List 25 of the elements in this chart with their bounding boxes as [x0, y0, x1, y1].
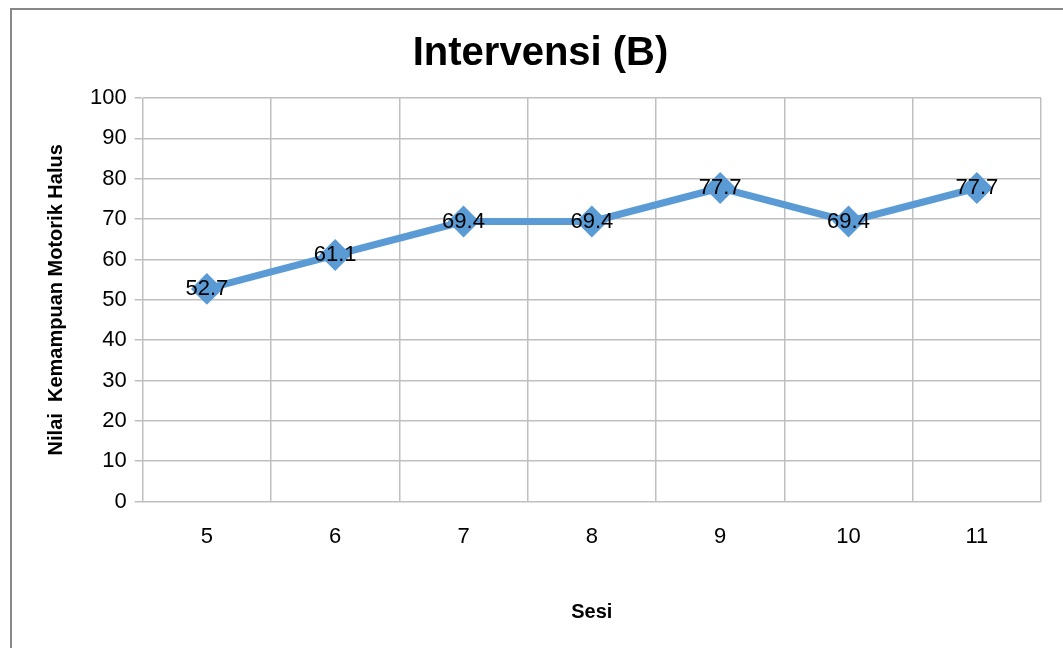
y-tick-label: 60 — [102, 245, 127, 271]
data-label: 69.4 — [442, 207, 485, 233]
data-label: 69.4 — [570, 207, 614, 233]
x-tick-label: 9 — [714, 522, 727, 548]
y-tick-label: 70 — [102, 205, 127, 231]
y-tick-label: 40 — [102, 326, 127, 352]
x-tick-label: 11 — [965, 522, 989, 548]
x-tick-label: 7 — [457, 522, 470, 548]
x-tick-label: 8 — [585, 522, 598, 548]
y-tick-label: 90 — [102, 124, 127, 150]
y-tick-label: 50 — [102, 285, 127, 311]
y-tick-label: 100 — [89, 84, 127, 110]
y-tick-label: 20 — [102, 406, 127, 432]
x-tick-label: 5 — [200, 522, 213, 548]
y-tick-label: 0 — [114, 487, 127, 513]
x-axis-title: Sesi — [571, 599, 613, 622]
data-label: 69.4 — [827, 207, 870, 233]
y-axis-title: Nilai Kemampuan Motorik Halus — [43, 144, 66, 456]
x-tick-label: 10 — [836, 522, 861, 548]
y-tick-label: 30 — [102, 366, 127, 392]
chart-title: Intervensi (B) — [412, 29, 669, 74]
data-label: 77.7 — [698, 174, 742, 200]
x-tick-label: 6 — [329, 522, 342, 548]
y-tick-label: 10 — [102, 447, 127, 473]
y-tick-label: 80 — [102, 164, 127, 190]
